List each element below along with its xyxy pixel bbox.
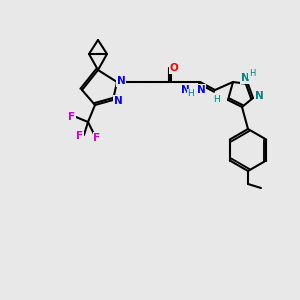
Text: H: H [214,94,220,103]
Text: N: N [117,76,125,86]
Text: N: N [181,85,189,95]
Text: N: N [114,96,122,106]
Text: F: F [68,112,76,122]
Text: F: F [93,133,100,143]
Text: F: F [76,131,84,141]
Text: H: H [249,70,255,79]
Text: O: O [169,63,178,73]
Text: H: H [188,89,194,98]
Text: N: N [241,73,249,83]
Text: N: N [196,85,206,95]
Text: N: N [255,91,263,101]
